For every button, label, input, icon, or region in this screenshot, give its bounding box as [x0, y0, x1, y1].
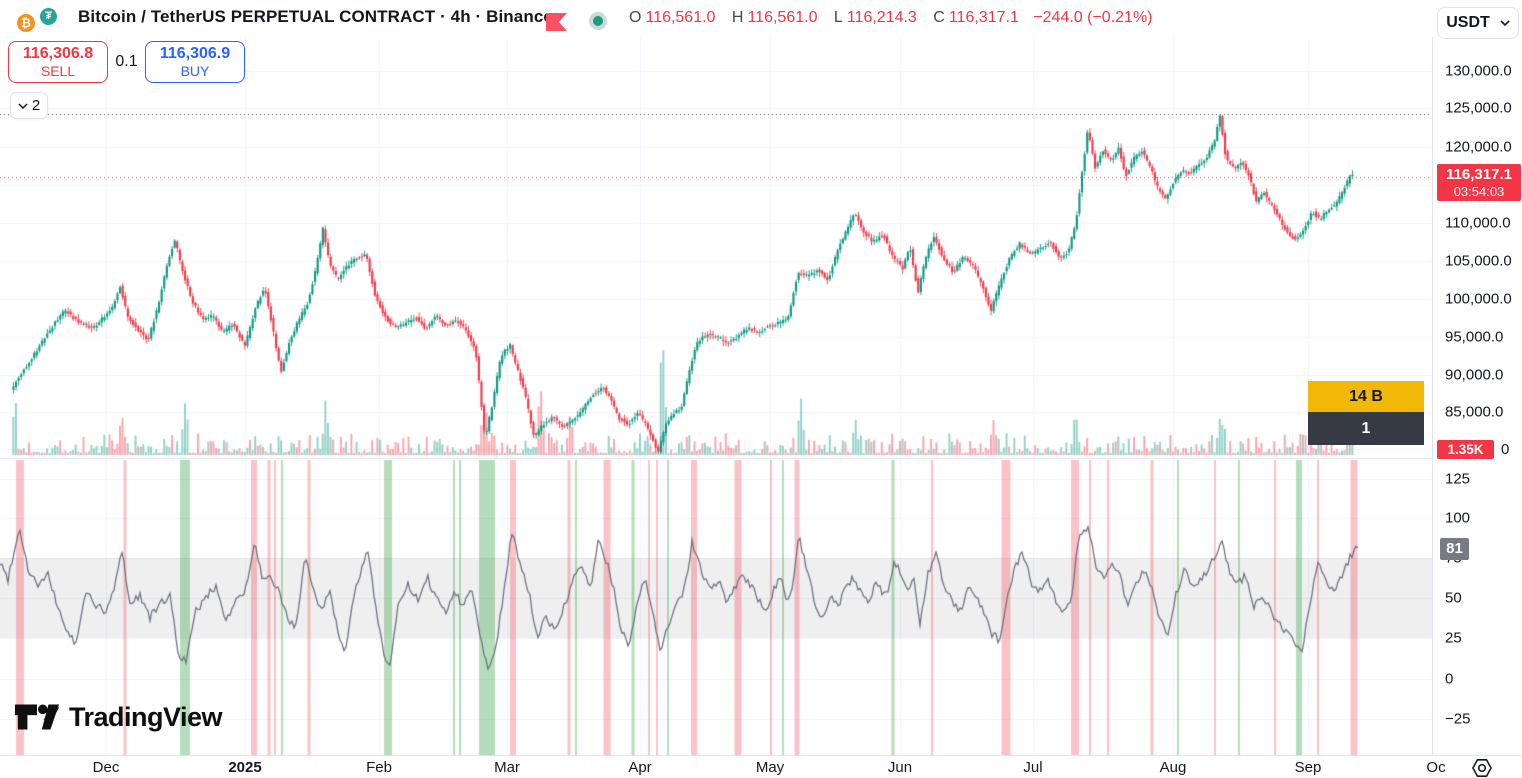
price-axis-tick: 130,000.0: [1445, 62, 1512, 80]
price-axis-tick: 120,000.0: [1445, 138, 1512, 156]
close-label: C: [933, 9, 945, 26]
top-toolbar: ₮ ₿ Bitcoin / TetherUS PERPETUAL CONTRAC…: [0, 0, 1522, 39]
bar-countdown: 03:54:03: [1453, 184, 1505, 199]
symbol-title[interactable]: Bitcoin / TetherUS PERPETUAL CONTRACT · …: [78, 7, 553, 26]
low-value: 116,214.3: [846, 9, 917, 26]
time-axis-label: Oc: [1426, 759, 1446, 776]
alerts-count-chip[interactable]: 2: [10, 92, 48, 119]
price-axis-tick: 105,000.0: [1445, 252, 1512, 270]
price-axis-tick: 95,000.0: [1445, 328, 1504, 346]
sell-label: SELL: [40, 63, 76, 79]
currency-selector[interactable]: USDT: [1437, 7, 1519, 39]
chevron-down-icon: [1500, 20, 1510, 26]
buy-button[interactable]: 116,306.9 BUY: [145, 41, 245, 83]
sell-button[interactable]: 116,306.8 SELL: [8, 41, 108, 83]
indicator-axis-tick: 25: [1445, 629, 1462, 647]
volume-axis-zero: 0: [1501, 441, 1510, 458]
high-label: H: [731, 9, 744, 26]
quantity-field[interactable]: 0.1: [115, 53, 138, 70]
last-price-value: 116,317.1: [1446, 166, 1512, 183]
price-axis-tick: 100,000.0: [1445, 290, 1512, 308]
tether-logo-icon: ₮: [40, 8, 57, 25]
indicator-axis-tick: 0: [1445, 670, 1454, 688]
bitcoin-logo-icon: ₿: [16, 13, 36, 33]
tradingview-watermark[interactable]: TradingView: [14, 701, 223, 733]
time-axis[interactable]: Dec 2025 Feb Mar Apr May Jun Jul Aug Sep Oc: [0, 755, 1522, 778]
indicator-axis-tick: 50: [1445, 589, 1462, 607]
time-axis-label: Dec: [92, 759, 120, 776]
sell-price: 116,306.8: [22, 45, 94, 62]
order-count-label: 1: [1308, 412, 1424, 445]
change-value: −244.0 (−0.21%): [1033, 9, 1153, 26]
price-axis[interactable]: 130,000.0 125,000.0 120,000.0 110,000.0 105,…: [1432, 36, 1522, 755]
position-size-label: 14 B: [1308, 381, 1424, 412]
time-axis-label: Feb: [366, 759, 392, 776]
close-value: 116,317.1: [948, 9, 1019, 26]
flag-icon[interactable]: [546, 13, 567, 31]
low-label: L: [833, 9, 843, 26]
last-price-label: 116,317.1 03:54:03: [1437, 164, 1521, 201]
currency-label: USDT: [1446, 14, 1490, 31]
indicator-axis-tick: 125: [1445, 470, 1471, 488]
open-value: 116,561.0: [645, 9, 716, 26]
alerts-count: 2: [31, 97, 41, 114]
time-axis-label: Sep: [1294, 759, 1322, 776]
time-axis-label: Jun: [887, 759, 913, 776]
chevron-down-icon: [18, 102, 28, 109]
high-value: 116,561.0: [747, 9, 818, 26]
time-axis-label: Jul: [1023, 759, 1043, 776]
market-status-dot-icon: [589, 12, 607, 30]
time-axis-label: Aug: [1159, 759, 1187, 776]
time-axis-label: Mar: [494, 759, 520, 776]
gear-icon[interactable]: [1468, 756, 1496, 778]
order-panel: 116,306.8 SELL 0.1 116,306.9 BUY: [8, 41, 245, 83]
chart-canvas[interactable]: [0, 36, 1432, 755]
buy-label: BUY: [180, 63, 210, 79]
indicator-value-badge: 81: [1440, 538, 1469, 560]
price-axis-tick: 125,000.0: [1445, 99, 1512, 117]
price-axis-tick: 85,000.0: [1445, 403, 1504, 421]
price-axis-tick: 90,000.0: [1445, 366, 1504, 384]
indicator-axis-tick: 100: [1445, 509, 1471, 527]
time-axis-label: Apr: [628, 759, 652, 776]
time-axis-label: May: [755, 759, 785, 776]
open-label: O: [629, 9, 642, 26]
tradingview-wordmark: TradingView: [69, 701, 223, 732]
pair-logo-icon: ₮ ₿: [12, 8, 62, 33]
price-axis-tick: 110,000.0: [1445, 214, 1511, 232]
time-axis-label: 2025: [228, 759, 262, 776]
tradingview-logo-icon: [14, 704, 60, 730]
indicator-axis-tick: −25: [1445, 710, 1471, 728]
volume-value-label: 1.35K: [1437, 440, 1494, 459]
ohlc-readout: O 116,561.0 H 116,561.0 L 116,214.3 C 116,31…: [629, 9, 1153, 27]
buy-price: 116,306.9: [159, 45, 231, 62]
